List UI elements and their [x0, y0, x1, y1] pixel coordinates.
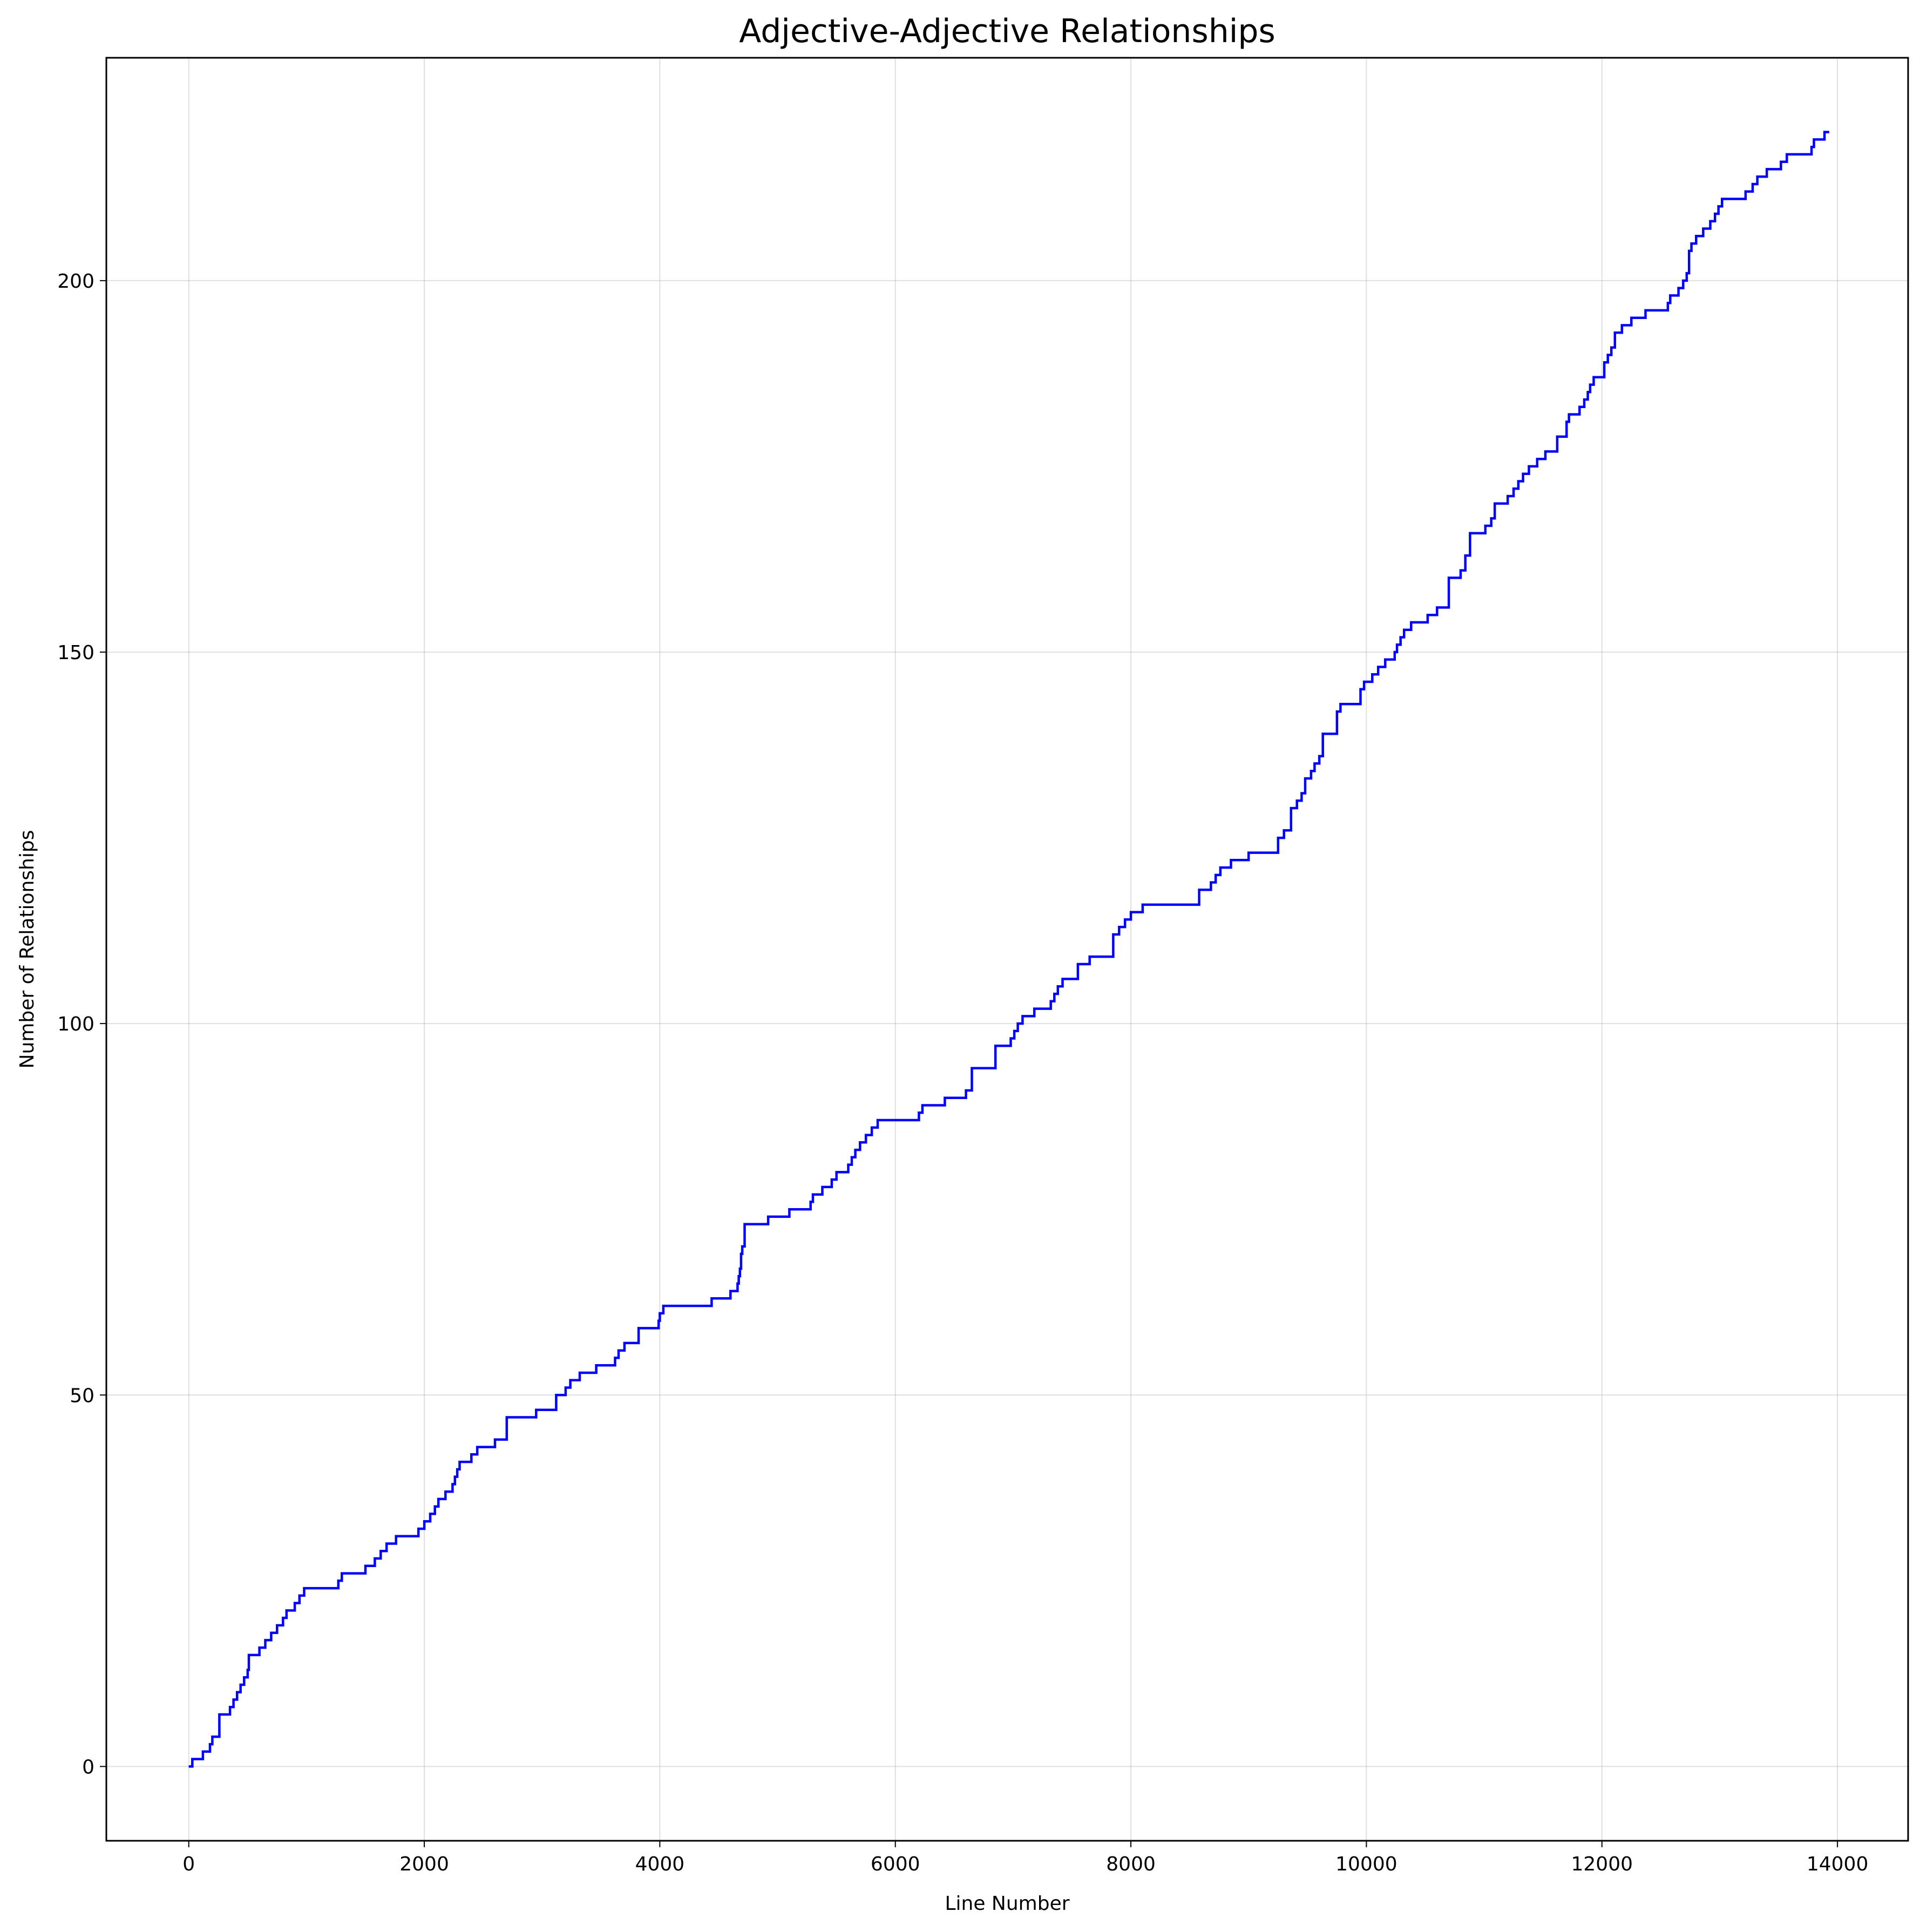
y-tick-label: 0 — [82, 1756, 94, 1778]
series-layer — [188, 131, 1829, 1768]
chart-title: Adjective-Adjective Relationships — [739, 12, 1275, 50]
y-tick-label: 100 — [57, 1013, 94, 1035]
y-tick-label: 200 — [57, 270, 94, 293]
x-tick-label: 10000 — [1335, 1853, 1397, 1875]
y-tick-label: 50 — [70, 1385, 94, 1407]
x-tick-label: 0 — [182, 1853, 195, 1875]
x-tick-label: 8000 — [1106, 1853, 1156, 1875]
y-axis-label: Number of Relationships — [16, 830, 38, 1069]
x-tick-label: 12000 — [1571, 1853, 1633, 1875]
plot-frame — [105, 57, 1909, 1842]
y-tick-label: 150 — [57, 642, 94, 664]
tick-layer: 0 2000 4000 6000 8000 10000 12000 14000 0 50 100 15… — [57, 270, 1868, 1875]
series-line — [188, 131, 1829, 1768]
x-axis-label: Line Number — [945, 1893, 1069, 1915]
x-tick-label: 14000 — [1807, 1853, 1869, 1875]
grid-layer — [106, 58, 1908, 1841]
x-tick-label: 6000 — [871, 1853, 920, 1875]
x-tick-label: 2000 — [399, 1853, 449, 1875]
x-tick-label: 4000 — [635, 1853, 685, 1875]
